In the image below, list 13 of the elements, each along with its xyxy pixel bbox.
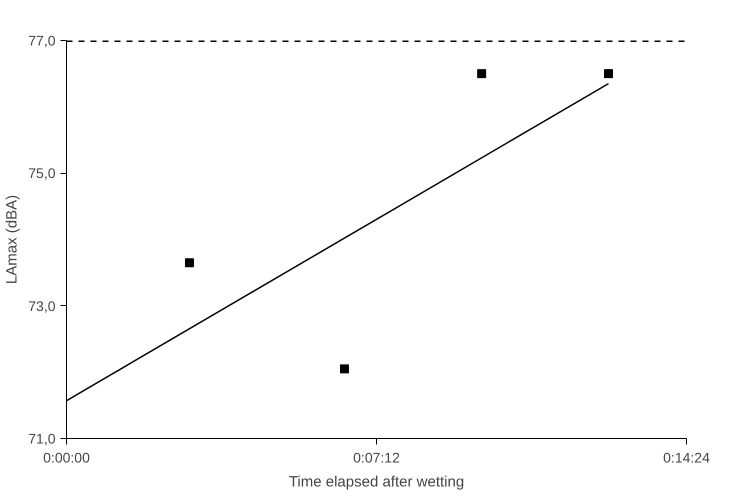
point — [184, 258, 194, 268]
x-tick-label: 0:07:12 — [353, 450, 400, 466]
y-tick-label: 77,0 — [28, 32, 56, 48]
y-tick-label: 71,0 — [28, 430, 56, 446]
point — [604, 69, 613, 78]
point — [477, 69, 486, 78]
y-axis-title: LAmax (dBA) — [3, 194, 20, 284]
y-tick-label: 75,0 — [28, 165, 56, 182]
x-tick-label: 0:14:24 — [663, 450, 710, 466]
x-tick-label: 0:00:00 — [43, 450, 90, 466]
x-axis-title: Time elapsed after wetting — [288, 474, 464, 490]
point — [340, 364, 349, 374]
y-tick-label: 73,0 — [28, 298, 56, 314]
